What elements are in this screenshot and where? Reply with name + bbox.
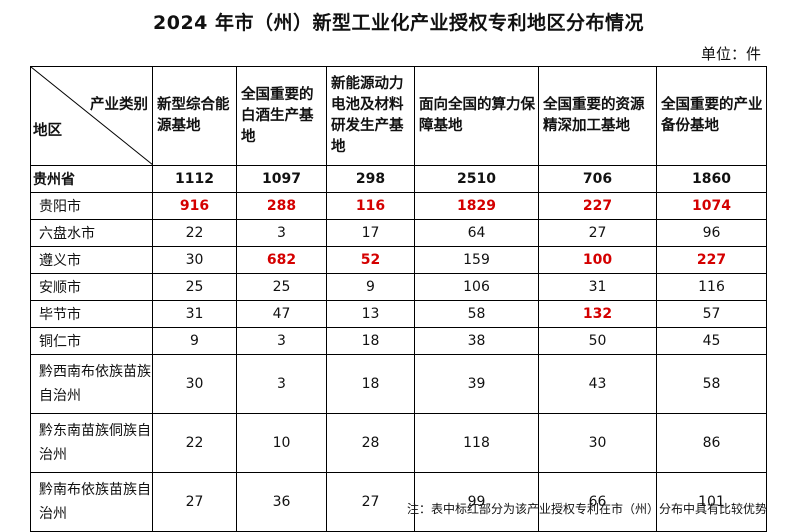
column-header: 全国重要的白酒生产基地 xyxy=(236,66,327,166)
value-cell: 3 xyxy=(236,354,327,414)
value-cell: 2510 xyxy=(414,165,539,193)
value-cell: 58 xyxy=(656,354,767,414)
value-cell: 36 xyxy=(236,472,327,532)
value-cell: 116 xyxy=(656,273,767,301)
value-cell: 3 xyxy=(236,219,327,247)
value-cell: 22 xyxy=(152,219,237,247)
region-cell: 安顺市 xyxy=(30,273,153,301)
diagonal-line xyxy=(31,67,153,165)
value-cell: 13 xyxy=(326,300,415,328)
table-row: 黔南布依族苗族自治州 27 36 27 99 66 101 xyxy=(30,472,767,532)
value-cell: 27 xyxy=(152,472,237,532)
table-body: 贵州省 1112 1097 298 2510 706 1860 贵阳市 916 288 116 182… xyxy=(30,165,767,532)
value-cell: 30 xyxy=(152,354,237,414)
value-cell: 39 xyxy=(414,354,539,414)
value-cell: 1074 xyxy=(656,192,767,220)
table-row: 遵义市 30 682 52 159 100 227 xyxy=(30,246,767,274)
value-cell: 17 xyxy=(326,219,415,247)
table-row: 铜仁市 9 3 18 38 50 45 xyxy=(30,327,767,355)
column-header: 新型综合能源基地 xyxy=(152,66,237,166)
column-header: 面向全国的算力保障基地 xyxy=(414,66,539,166)
column-header: 全国重要的资源精深加工基地 xyxy=(538,66,657,166)
region-cell: 铜仁市 xyxy=(30,327,153,355)
value-cell: 38 xyxy=(414,327,539,355)
table-row: 黔东南苗族侗族自治州 22 10 28 118 30 86 xyxy=(30,413,767,473)
page-title: 2024 年市（州）新型工业化产业授权专利地区分布情况 xyxy=(153,12,644,34)
value-cell: 27 xyxy=(538,219,657,247)
value-cell: 18 xyxy=(326,327,415,355)
table-row: 毕节市 31 47 13 58 132 57 xyxy=(30,300,767,328)
value-cell: 3 xyxy=(236,327,327,355)
value-cell: 31 xyxy=(152,300,237,328)
header-row: 产业类别 地区 新型综合能源基地 全国重要的白酒生产基地 新能源动力电池及材料研… xyxy=(30,66,767,166)
value-cell: 30 xyxy=(152,246,237,274)
value-cell: 96 xyxy=(656,219,767,247)
value-cell: 916 xyxy=(152,192,237,220)
column-header: 新能源动力电池及材料研发生产基地 xyxy=(326,66,415,166)
region-cell: 毕节市 xyxy=(30,300,153,328)
table-row: 六盘水市 22 3 17 64 27 96 xyxy=(30,219,767,247)
value-cell: 43 xyxy=(538,354,657,414)
value-cell: 288 xyxy=(236,192,327,220)
value-cell: 118 xyxy=(414,413,539,473)
value-cell: 22 xyxy=(152,413,237,473)
value-cell: 47 xyxy=(236,300,327,328)
value-cell: 25 xyxy=(236,273,327,301)
value-cell: 86 xyxy=(656,413,767,473)
value-cell: 57 xyxy=(656,300,767,328)
column-header: 全国重要的产业备份基地 xyxy=(656,66,767,166)
value-cell: 9 xyxy=(326,273,415,301)
value-cell: 298 xyxy=(326,165,415,193)
value-cell: 10 xyxy=(236,413,327,473)
region-cell: 黔南布依族苗族自治州 xyxy=(30,472,153,532)
value-cell: 227 xyxy=(538,192,657,220)
value-cell: 45 xyxy=(656,327,767,355)
value-cell: 58 xyxy=(414,300,539,328)
corner-header: 产业类别 地区 xyxy=(30,66,153,166)
value-cell: 50 xyxy=(538,327,657,355)
value-cell: 1860 xyxy=(656,165,767,193)
patent-table: 产业类别 地区 新型综合能源基地 全国重要的白酒生产基地 新能源动力电池及材料研… xyxy=(30,66,767,532)
value-cell: 1829 xyxy=(414,192,539,220)
value-cell: 52 xyxy=(326,246,415,274)
corner-top-label: 产业类别 xyxy=(90,97,148,113)
footnote: 注：表中标红部分为该产业授权专利在市（州）分布中具有比较优势 xyxy=(406,502,767,516)
value-cell: 64 xyxy=(414,219,539,247)
value-cell: 31 xyxy=(538,273,657,301)
value-cell: 27 xyxy=(326,472,415,532)
region-cell: 遵义市 xyxy=(30,246,153,274)
table-row: 贵阳市 916 288 116 1829 227 1074 xyxy=(30,192,767,220)
value-cell: 25 xyxy=(152,273,237,301)
province-row: 贵州省 1112 1097 298 2510 706 1860 xyxy=(30,165,767,193)
table-row: 黔西南布依族苗族自治州 30 3 18 39 43 58 xyxy=(30,354,767,414)
unit-label: 单位：件 xyxy=(700,45,761,63)
value-cell: 100 xyxy=(538,246,657,274)
value-cell: 30 xyxy=(538,413,657,473)
value-cell: 1112 xyxy=(152,165,237,193)
value-cell: 132 xyxy=(538,300,657,328)
value-cell: 106 xyxy=(414,273,539,301)
value-cell: 101 xyxy=(656,472,767,532)
region-cell: 贵阳市 xyxy=(30,192,153,220)
region-cell: 贵州省 xyxy=(30,165,153,193)
region-cell: 黔西南布依族苗族自治州 xyxy=(30,354,153,414)
value-cell: 1097 xyxy=(236,165,327,193)
region-cell: 六盘水市 xyxy=(30,219,153,247)
value-cell: 9 xyxy=(152,327,237,355)
region-cell: 黔东南苗族侗族自治州 xyxy=(30,413,153,473)
value-cell: 116 xyxy=(326,192,415,220)
corner-bottom-label: 地区 xyxy=(33,123,62,139)
value-cell: 227 xyxy=(656,246,767,274)
value-cell: 18 xyxy=(326,354,415,414)
value-cell: 159 xyxy=(414,246,539,274)
value-cell: 706 xyxy=(538,165,657,193)
value-cell: 28 xyxy=(326,413,415,473)
value-cell: 99 xyxy=(414,472,539,532)
table-row: 安顺市 25 25 9 106 31 116 xyxy=(30,273,767,301)
value-cell: 682 xyxy=(236,246,327,274)
